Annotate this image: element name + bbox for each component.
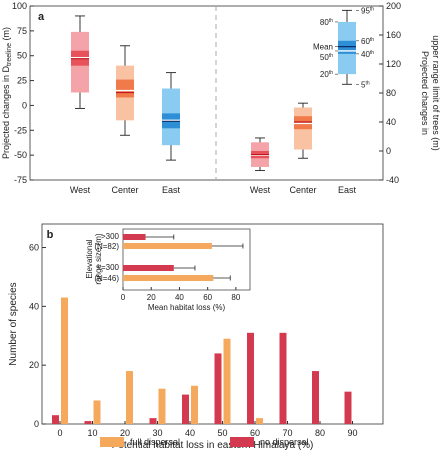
left-box-center-inner-box (116, 79, 134, 98)
inset-group-label: <=300 (96, 263, 119, 272)
bar-no-dispersal (312, 371, 319, 424)
right-y-tick-label: 160 (386, 30, 401, 40)
bar-full-dispersal (126, 371, 133, 424)
b-x-tick-label: 10 (87, 428, 97, 438)
b-x-tick-label: 70 (282, 428, 292, 438)
inset-bar-no-dispersal (123, 265, 174, 271)
panel-b-frame (41, 223, 384, 425)
inset-x-tick-label: 0 (121, 293, 126, 302)
bar-full-dispersal (158, 388, 166, 424)
bar-no-dispersal (214, 353, 222, 424)
b-y-tick-label: 0 (34, 419, 39, 429)
right-y-axis-title-2: upper range limit of trees (m) (431, 35, 441, 151)
left-y-axis-title: Projected changes in Dtreeline (m) (1, 27, 13, 159)
b-y-tick-label: 20 (29, 360, 39, 370)
right-y-axis-title-1: Projected changes in (420, 51, 430, 135)
b-x-tick-label: 60 (250, 428, 260, 438)
legend-label-mean: Mean (313, 43, 333, 52)
legend-label-p50: 50th (320, 53, 333, 62)
inset-x-tick-label: 80 (231, 293, 240, 302)
b-y-axis-title: Number of species (8, 282, 19, 365)
legend-label-p60: 60th (361, 37, 374, 46)
inset-group-n: (N=82) (94, 242, 119, 251)
legend-label-none: no dispersal (260, 437, 309, 447)
inset-bar-full-dispersal (123, 243, 212, 249)
b-x-tick-label: 40 (185, 428, 195, 438)
left-y-tick-label: -75 (14, 175, 27, 185)
b-x-tick-label: 50 (217, 428, 227, 438)
inset-bar-no-dispersal (123, 234, 146, 240)
inset-x-tick-label: 40 (175, 293, 184, 302)
left-y-tick-label: -25 (14, 125, 27, 135)
inset-y-title-1: Elevational (85, 239, 94, 278)
legend-label-p20: 20th (320, 70, 333, 79)
legend-label-p5: 5th (361, 80, 370, 89)
inset-x-axis-title: Mean habitat loss (%) (148, 303, 226, 312)
bar-no-dispersal (247, 332, 254, 424)
right-y-tick-label: 40 (386, 117, 396, 127)
inset-bar-full-dispersal (123, 275, 214, 281)
b-x-axis-title: Potential habitat loss in eastern Himala… (112, 440, 314, 450)
legend-label-full: full dispersal (130, 437, 180, 447)
legend-label-p40: 40th (361, 50, 374, 59)
right-box-east-inner-box (338, 40, 356, 54)
left-y-tick-label: -50 (14, 150, 27, 160)
b-x-tick-label: 90 (347, 428, 357, 438)
bar-no-dispersal (149, 418, 157, 424)
right-y-tick-label: 80 (386, 88, 396, 98)
b-x-tick-label: 30 (152, 428, 162, 438)
inset-x-tick-label: 20 (147, 293, 156, 302)
left-y-tick-label: 25 (17, 76, 27, 86)
right-y-tick-label: 120 (386, 59, 401, 69)
bar-no-dispersal (279, 332, 287, 424)
right-y-tick-label: -40 (386, 175, 399, 185)
panel-a-label: a (38, 11, 45, 23)
inset-group-label: >300 (101, 232, 120, 241)
legend-label-p80: 80th (320, 18, 333, 27)
bar-full-dispersal (191, 385, 198, 424)
right-y-tick-label: 200 (386, 1, 401, 11)
x-category-label: East (338, 185, 357, 195)
bar-full-dispersal (93, 400, 101, 424)
legend-label-p95: 95th (361, 6, 374, 15)
bar-no-dispersal (344, 391, 352, 424)
legend-swatch-full (100, 437, 124, 447)
left-y-tick-label: 100 (12, 1, 27, 11)
left-y-tick-label: 0 (22, 100, 27, 110)
b-x-tick-label: 0 (57, 428, 62, 438)
inset-x-tick-label: 60 (203, 293, 212, 302)
b-y-tick-label: 40 (29, 301, 39, 311)
bar-no-dispersal (182, 394, 189, 424)
right-box-center-inner-box (294, 116, 312, 130)
bar-full-dispersal (256, 418, 263, 424)
x-category-label: Center (289, 185, 316, 195)
left-y-tick-label: 50 (17, 51, 27, 61)
legend-swatch-none (230, 437, 254, 447)
x-category-label: Center (111, 185, 138, 195)
x-category-label: West (70, 185, 91, 195)
b-y-tick-label: 60 (29, 243, 39, 253)
bar-full-dispersal (223, 338, 231, 424)
b-x-tick-label: 20 (120, 428, 130, 438)
inset-y-title-2: range size (m) (94, 233, 103, 284)
x-category-label: East (162, 185, 181, 195)
b-x-tick-label: 80 (315, 428, 325, 438)
bar-no-dispersal (52, 415, 59, 424)
bar-full-dispersal (61, 297, 68, 424)
bar-no-dispersal (84, 421, 92, 424)
left-y-tick-label: 75 (17, 26, 27, 36)
x-category-label: West (250, 185, 271, 195)
inset-group-n: (N=46) (94, 274, 119, 283)
panel-b-label: b (47, 229, 54, 241)
right-y-tick-label: 0 (386, 146, 391, 156)
